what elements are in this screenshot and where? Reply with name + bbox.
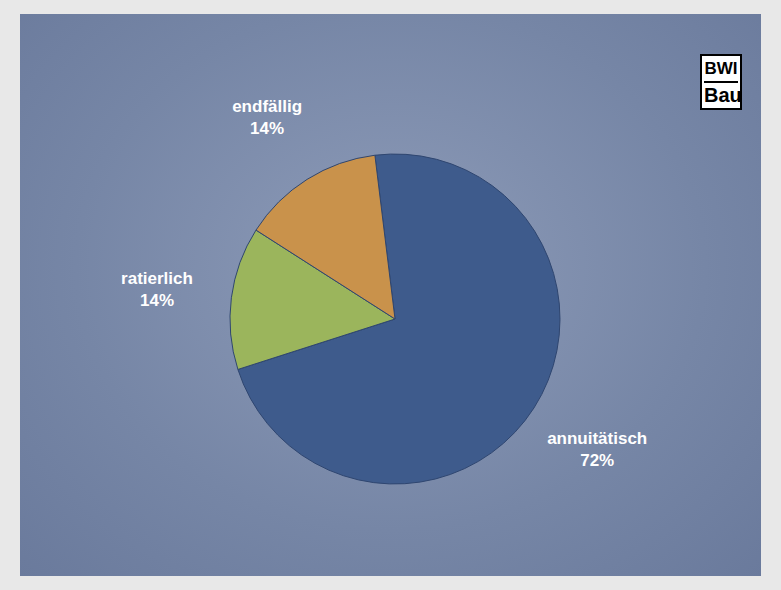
svg-text:annuitätisch72%: annuitätisch72%: [547, 429, 647, 470]
svg-text:endfällig14%: endfällig14%: [232, 97, 302, 138]
html-text:BWI: BWI: [704, 59, 738, 78]
svg-text:ratierlich14%: ratierlich14%: [121, 269, 193, 310]
html-text:Bau: Bau: [704, 84, 742, 106]
